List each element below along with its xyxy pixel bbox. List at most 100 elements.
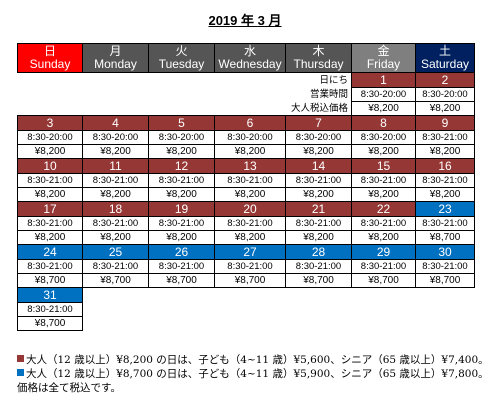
date-price: ¥8,200 (148, 230, 215, 245)
date-hours: 8:30-20:00 (351, 130, 416, 145)
date-price: ¥8,700 (285, 273, 352, 288)
date-day: 27 (214, 244, 286, 260)
date-price: ¥8,200 (351, 101, 416, 116)
date-price: ¥8,700 (148, 273, 215, 288)
date-price: ¥8,200 (351, 187, 416, 202)
note-line: 大人（12 歳以上）¥8,700 の日は、子ども（4~11 歳）¥5,900、シ… (17, 367, 489, 381)
weekday-en: Tuesday (158, 57, 205, 71)
date-hours: 8:30-21:00 (17, 216, 83, 231)
date-day: 2 (415, 72, 475, 88)
date-day: 20 (214, 201, 286, 217)
date-price: ¥8,200 (285, 187, 352, 202)
date-price: ¥8,700 (17, 273, 83, 288)
date-day: 7 (285, 115, 352, 131)
weekday-header: 月 Monday (82, 43, 149, 73)
weekday-header: 火 Tuesday (148, 43, 215, 73)
weekday-jp: 水 (243, 44, 256, 58)
date-day: 3 (17, 115, 83, 131)
weekday-en: Wednesday (218, 57, 282, 71)
date-day: 15 (351, 158, 416, 174)
empty-cell (286, 303, 352, 317)
date-day: 17 (17, 201, 83, 217)
date-price: ¥8,700 (82, 273, 149, 288)
price-notes: 大人（12 歳以上）¥8,200 の日は、子ども（4~11 歳）¥5,600、シ… (17, 353, 489, 395)
weekday-en: Saturday (420, 57, 470, 71)
title-gatsu: 月 (268, 13, 282, 28)
calendar-table: 日 Sunday 月 Monday 火 Tuesday 水 Wednesday 木 Thursda… (17, 43, 475, 331)
note-text: 大人（12 歳以上）¥8,200 の日は、子ども（4~11 歳）¥5,600、シ… (26, 354, 489, 366)
weekday-jp: 土 (438, 44, 451, 58)
week-3-hours-row: 8:30-21:00 8:30-21:00 8:30-21:00 8:30-21:00… (17, 173, 475, 188)
empty-cell (215, 288, 286, 303)
date-price: ¥8,200 (214, 187, 286, 202)
date-hours: 8:30-21:00 (148, 259, 215, 274)
date-day: 22 (351, 201, 416, 217)
date-day: 16 (415, 158, 475, 174)
empty-cell (83, 288, 149, 303)
date-price: ¥8,200 (351, 230, 416, 245)
date-day: 12 (148, 158, 215, 174)
title-nen: 年 (241, 13, 255, 28)
note-text: 価格は全て税込です。 (17, 382, 121, 394)
date-day: 25 (82, 244, 149, 260)
date-day: 23 (415, 201, 475, 217)
date-price: ¥8,200 (148, 144, 215, 159)
date-hours: 8:30-21:00 (148, 173, 215, 188)
week-1-hours-row: 営業時間 8:30-20:00 8:30-20:00 (18, 87, 475, 102)
empty-cell (352, 288, 416, 303)
week-4-day-row: 17 18 19 20 21 22 23 (17, 201, 475, 217)
date-hours: 8:30-21:00 (82, 173, 149, 188)
weekday-jp: 金 (377, 44, 390, 58)
calendar-title: 2019 年 3 月 (0, 10, 490, 29)
date-day: 13 (214, 158, 286, 174)
week-5-day-row: 24 25 26 27 28 29 30 (17, 244, 475, 260)
date-price: ¥8,200 (285, 144, 352, 159)
note-text: 大人（12 歳以上）¥8,700 の日は、子ども（4~11 歳）¥5,900、シ… (26, 368, 489, 380)
empty-cell (215, 303, 286, 317)
date-day: 6 (214, 115, 286, 131)
date-day: 21 (285, 201, 352, 217)
title-month: 3 (257, 13, 265, 28)
legend-day-label: 日にち (319, 74, 348, 86)
date-price: ¥8,700 (17, 316, 83, 331)
empty-cell (416, 317, 475, 331)
date-hours: 8:30-21:00 (415, 173, 475, 188)
date-hours: 8:30-20:00 (82, 130, 149, 145)
date-hours: 8:30-21:00 (214, 173, 286, 188)
date-hours: 8:30-21:00 (17, 302, 83, 317)
empty-cell (352, 317, 416, 331)
date-price: ¥8,200 (82, 187, 149, 202)
weekday-jp: 木 (312, 44, 325, 58)
date-day: 1 (351, 72, 416, 88)
date-price: ¥8,200 (351, 144, 416, 159)
date-hours: 8:30-21:00 (148, 216, 215, 231)
week-5-price-row: ¥8,700 ¥8,700 ¥8,700 ¥8,700 ¥8,700 ¥8,700 ¥8,7… (17, 273, 475, 288)
date-day: 31 (17, 287, 83, 303)
weekday-header: 金 Friday (351, 43, 416, 73)
empty-cell (286, 317, 352, 331)
date-hours: 8:30-21:00 (351, 259, 416, 274)
date-price: ¥8,200 (214, 230, 286, 245)
date-price: ¥8,700 (214, 273, 286, 288)
empty-cell (286, 288, 352, 303)
date-day: 4 (82, 115, 149, 131)
date-price: ¥8,700 (415, 230, 475, 245)
empty-cell (83, 317, 149, 331)
date-hours: 8:30-21:00 (214, 216, 286, 231)
week-5-hours-row: 8:30-21:00 8:30-21:00 8:30-21:00 8:30-21:00… (17, 259, 475, 274)
date-hours: 8:30-21:00 (17, 173, 83, 188)
empty-cell (149, 303, 215, 317)
date-day: 9 (415, 115, 475, 131)
empty-cell (149, 317, 215, 331)
date-hours: 8:30-21:00 (351, 173, 416, 188)
week-2-hours-row: 8:30-20:00 8:30-20:00 8:30-20:00 8:30-20:00… (17, 130, 475, 145)
date-day: 29 (351, 244, 416, 260)
empty-cell (149, 288, 215, 303)
color-swatch-icon (17, 369, 24, 376)
date-hours: 8:30-21:00 (285, 216, 352, 231)
date-hours: 8:30-21:00 (285, 173, 352, 188)
date-day: 30 (415, 244, 475, 260)
date-hours: 8:30-21:00 (351, 216, 416, 231)
weekday-header: 土 Saturday (415, 43, 475, 73)
